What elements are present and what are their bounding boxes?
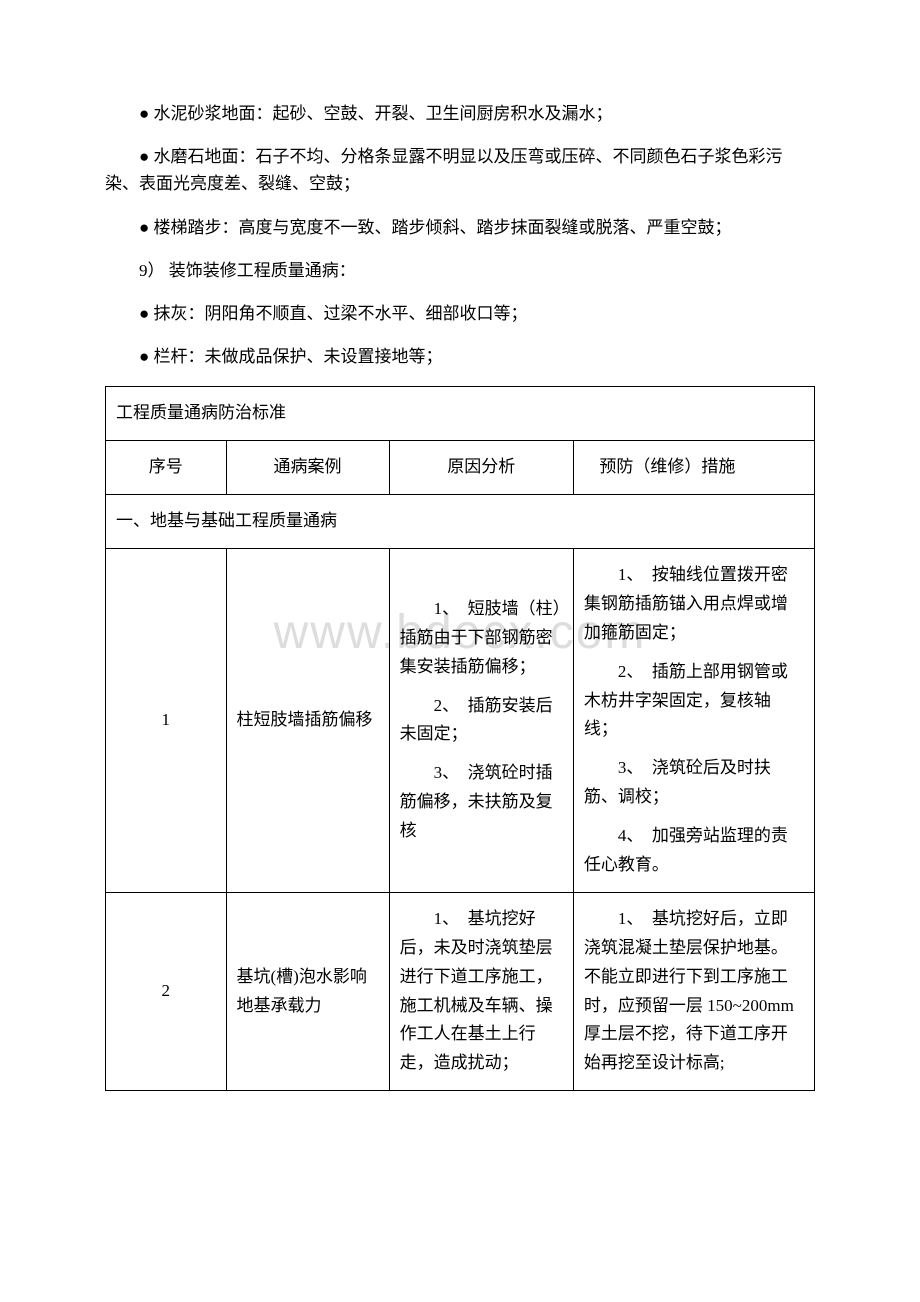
table-header-row: 序号 通病案例 原因分析 预防（维修）措施: [106, 441, 815, 495]
row-cause: 1、 基坑挖好后，未及时浇筑垫层进行下道工序施工，施工机械及车辆、操作工人在基土…: [389, 892, 573, 1090]
row-measure: 1、 按轴线位置拨开密集钢筋插筋锚入用点焊或增加箍筋固定； 2、 插筋上部用钢管…: [573, 548, 814, 892]
section-heading: 9） 装饰装修工程质量通病：: [105, 257, 815, 284]
header-col-measure: 预防（维修）措施: [573, 441, 814, 495]
row-case: 基坑(槽)泡水影响地基承载力: [226, 892, 389, 1090]
measure-item: 1、 基坑挖好后，立即浇筑混凝土垫层保护地基。不能立即进行下到工序施工时，应预留…: [584, 905, 804, 1078]
measure-item: 1、 按轴线位置拨开密集钢筋插筋锚入用点焊或增加箍筋固定；: [584, 561, 804, 648]
measure-item: 3、 浇筑砼后及时扶筋、调校；: [584, 754, 804, 812]
bullet-item: ● 抹灰：阴阳角不顺直、过梁不水平、细部收口等；: [105, 300, 815, 327]
cause-item: 1、 基坑挖好后，未及时浇筑垫层进行下道工序施工，施工机械及车辆、操作工人在基土…: [400, 905, 563, 1078]
header-col-case: 通病案例: [226, 441, 389, 495]
table-row: 1 柱短肢墙插筋偏移 1、 短肢墙（柱）插筋由于下部钢筋密集安装插筋偏移； 2、…: [106, 548, 815, 892]
row-measure: 1、 基坑挖好后，立即浇筑混凝土垫层保护地基。不能立即进行下到工序施工时，应预留…: [573, 892, 814, 1090]
row-case: 柱短肢墙插筋偏移: [226, 548, 389, 892]
header-col-num: 序号: [106, 441, 227, 495]
bullet-item: ● 水泥砂浆地面：起砂、空鼓、开裂、卫生间厨房积水及漏水；: [105, 100, 815, 127]
header-col-cause: 原因分析: [389, 441, 573, 495]
table-title: 工程质量通病防治标准: [106, 387, 815, 441]
cause-item: 3、 浇筑砼时插筋偏移，未扶筋及复核: [400, 759, 563, 846]
measure-item: 4、 加强旁站监理的责任心教育。: [584, 822, 804, 880]
cause-item: 1、 短肢墙（柱）插筋由于下部钢筋密集安装插筋偏移；: [400, 595, 563, 682]
section-header: 一、地基与基础工程质量通病: [106, 495, 815, 549]
cause-item: 2、 插筋安装后未固定；: [400, 692, 563, 750]
bullet-item: ● 楼梯踏步：高度与宽度不一致、踏步倾斜、踏步抹面裂缝或脱落、严重空鼓；: [105, 214, 815, 241]
table-section-row: 一、地基与基础工程质量通病: [106, 495, 815, 549]
document-content: ● 水泥砂浆地面：起砂、空鼓、开裂、卫生间厨房积水及漏水； ● 水磨石地面：石子…: [105, 100, 815, 1091]
row-cause: 1、 短肢墙（柱）插筋由于下部钢筋密集安装插筋偏移； 2、 插筋安装后未固定； …: [389, 548, 573, 892]
table-title-row: 工程质量通病防治标准: [106, 387, 815, 441]
table-row: 2 基坑(槽)泡水影响地基承载力 1、 基坑挖好后，未及时浇筑垫层进行下道工序施…: [106, 892, 815, 1090]
bullet-item: ● 栏杆：未做成品保护、未设置接地等；: [105, 343, 815, 370]
measure-item: 2、 插筋上部用钢管或木枋井字架固定，复核轴线；: [584, 658, 804, 745]
row-num: 1: [106, 548, 227, 892]
row-num: 2: [106, 892, 227, 1090]
standards-table: 工程质量通病防治标准 序号 通病案例 原因分析 预防（维修）措施 一、地基与基础…: [105, 386, 815, 1091]
bullet-item: ● 水磨石地面：石子不均、分格条显露不明显以及压弯或压碎、不同颜色石子浆色彩污染…: [105, 143, 815, 197]
